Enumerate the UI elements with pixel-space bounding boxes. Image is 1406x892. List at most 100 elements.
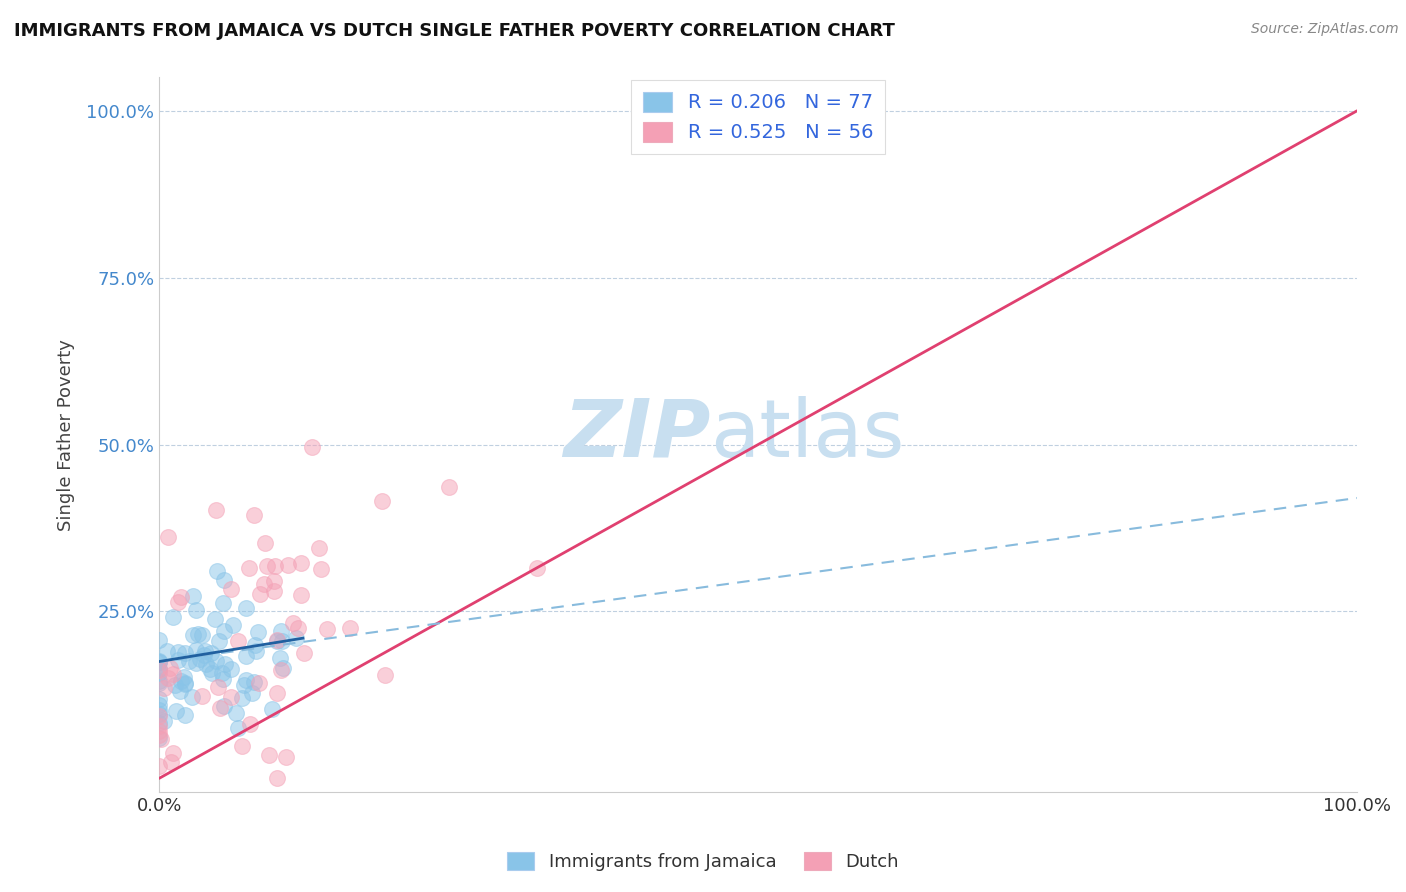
Point <box>212 573 235 587</box>
Point <box>173 677 195 691</box>
Point <box>173 646 195 660</box>
Point <box>214 657 236 672</box>
Point <box>225 706 247 720</box>
Point <box>200 646 222 660</box>
Point <box>148 656 170 670</box>
Point <box>167 644 190 658</box>
Point <box>205 654 228 668</box>
Point <box>219 690 242 704</box>
Point <box>177 654 200 668</box>
Point <box>157 530 180 544</box>
Point <box>226 721 249 735</box>
Point <box>165 704 187 718</box>
Point <box>148 698 170 713</box>
Point <box>270 663 292 677</box>
Point <box>214 624 236 638</box>
Point <box>212 596 235 610</box>
Point <box>207 681 229 695</box>
Point <box>252 577 274 591</box>
Point <box>235 601 257 615</box>
Point <box>266 634 288 648</box>
Point <box>181 690 204 704</box>
Point <box>284 632 307 646</box>
Text: IMMIGRANTS FROM JAMAICA VS DUTCH SINGLE FATHER POVERTY CORRELATION CHART: IMMIGRANTS FROM JAMAICA VS DUTCH SINGLE … <box>14 22 896 40</box>
Point <box>292 646 315 660</box>
Point <box>232 678 254 692</box>
Point <box>274 749 297 764</box>
Point <box>205 565 228 579</box>
Point <box>266 686 288 700</box>
Point <box>184 643 207 657</box>
Point <box>247 676 270 690</box>
Point <box>148 724 170 739</box>
Point <box>148 692 170 706</box>
Point <box>160 756 183 770</box>
Point <box>263 559 285 574</box>
Point <box>221 582 243 596</box>
Point <box>181 628 204 642</box>
Point <box>263 574 285 588</box>
Point <box>231 739 253 753</box>
Point <box>271 633 294 648</box>
Point <box>240 686 263 700</box>
Point <box>200 663 222 677</box>
Point <box>256 559 278 574</box>
Point <box>152 714 174 728</box>
Point <box>308 541 330 555</box>
Point <box>214 699 236 714</box>
Point <box>156 644 179 658</box>
Point <box>194 644 217 658</box>
Point <box>437 480 460 494</box>
Point <box>290 588 312 602</box>
Point <box>204 612 226 626</box>
Point <box>245 644 267 658</box>
Point <box>184 603 207 617</box>
Point <box>167 595 190 609</box>
Point <box>211 673 233 687</box>
Text: Source: ZipAtlas.com: Source: ZipAtlas.com <box>1251 22 1399 37</box>
Point <box>148 707 170 722</box>
Point <box>208 634 231 648</box>
Point <box>211 666 233 681</box>
Point <box>257 747 280 762</box>
Point <box>242 508 264 523</box>
Point <box>238 561 260 575</box>
Point <box>173 670 195 684</box>
Point <box>205 503 228 517</box>
Point <box>162 746 184 760</box>
Legend: Immigrants from Jamaica, Dutch: Immigrants from Jamaica, Dutch <box>501 845 905 879</box>
Point <box>190 652 212 666</box>
Point <box>249 586 271 600</box>
Point <box>219 661 242 675</box>
Point <box>174 708 197 723</box>
Point <box>374 668 396 682</box>
Point <box>181 589 204 603</box>
Point <box>239 716 262 731</box>
Point <box>159 661 181 675</box>
Point <box>187 626 209 640</box>
Point <box>162 609 184 624</box>
Point <box>269 651 291 665</box>
Point <box>526 561 548 575</box>
Point <box>148 663 170 677</box>
Point <box>148 731 170 746</box>
Point <box>263 583 285 598</box>
Point <box>148 719 170 733</box>
Point <box>277 558 299 573</box>
Point <box>163 678 186 692</box>
Point <box>260 702 283 716</box>
Point <box>316 622 339 636</box>
Point <box>153 681 176 696</box>
Point <box>222 617 245 632</box>
Point <box>290 557 312 571</box>
Text: ZIP: ZIP <box>562 395 710 474</box>
Legend: R = 0.206   N = 77, R = 0.525   N = 56: R = 0.206 N = 77, R = 0.525 N = 56 <box>631 80 884 154</box>
Point <box>243 638 266 652</box>
Point <box>148 665 170 680</box>
Point <box>148 759 170 773</box>
Point <box>148 655 170 669</box>
Y-axis label: Single Father Poverty: Single Father Poverty <box>58 339 75 531</box>
Point <box>148 662 170 676</box>
Point <box>201 665 224 680</box>
Point <box>167 653 190 667</box>
